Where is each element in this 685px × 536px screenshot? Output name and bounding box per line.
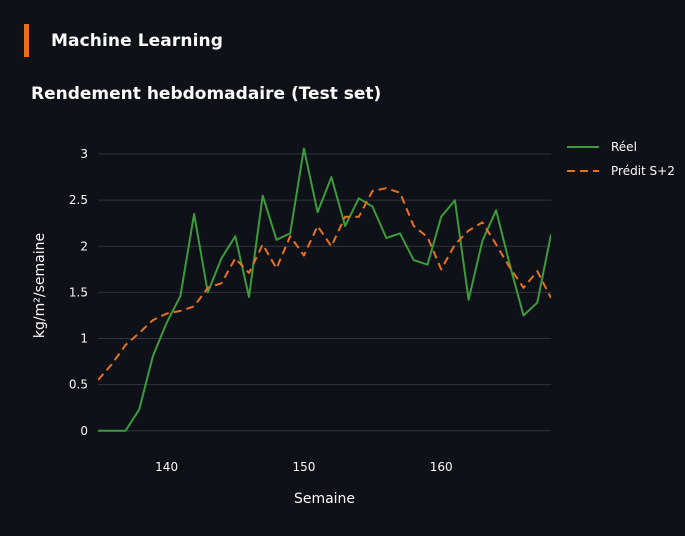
legend-label: Prédit S+2	[611, 164, 675, 178]
section-title: Machine Learning	[51, 30, 223, 51]
y-tick-label: 0	[80, 424, 88, 438]
y-tick-label: 1	[80, 332, 88, 346]
series-line-predit	[98, 187, 551, 381]
grid-lines	[98, 153, 551, 432]
legend-label: Réel	[611, 140, 637, 154]
legend-item[interactable]: Prédit S+2	[567, 164, 675, 178]
x-tick-label: 140	[155, 460, 178, 474]
series-line-reel	[98, 147, 551, 432]
section-accent-bar	[24, 24, 29, 57]
x-tick-labels: 140 150 160	[155, 460, 452, 474]
y-tick-label: 0.5	[69, 378, 88, 392]
y-tick-label: 1.5	[69, 285, 88, 299]
chart-title: Rendement hebdomadaire (Test set)	[31, 84, 382, 104]
y-tick-label: 2.5	[69, 193, 88, 207]
y-tick-label: 3	[80, 147, 88, 161]
series-lines	[98, 147, 551, 432]
y-tick-label: 2	[80, 239, 88, 253]
x-axis-title: Semaine	[294, 491, 355, 507]
legend-item[interactable]: Réel	[567, 140, 637, 154]
x-tick-label: 150	[292, 460, 315, 474]
x-tick-label: 160	[430, 460, 453, 474]
y-tick-labels: 0 0.5 1 1.5 2 2.5 3	[69, 147, 88, 438]
section-header: Machine Learning	[24, 24, 223, 57]
legend[interactable]: Réel Prédit S+2	[567, 140, 675, 178]
y-axis-title: kg/m²/semaine	[32, 233, 48, 338]
